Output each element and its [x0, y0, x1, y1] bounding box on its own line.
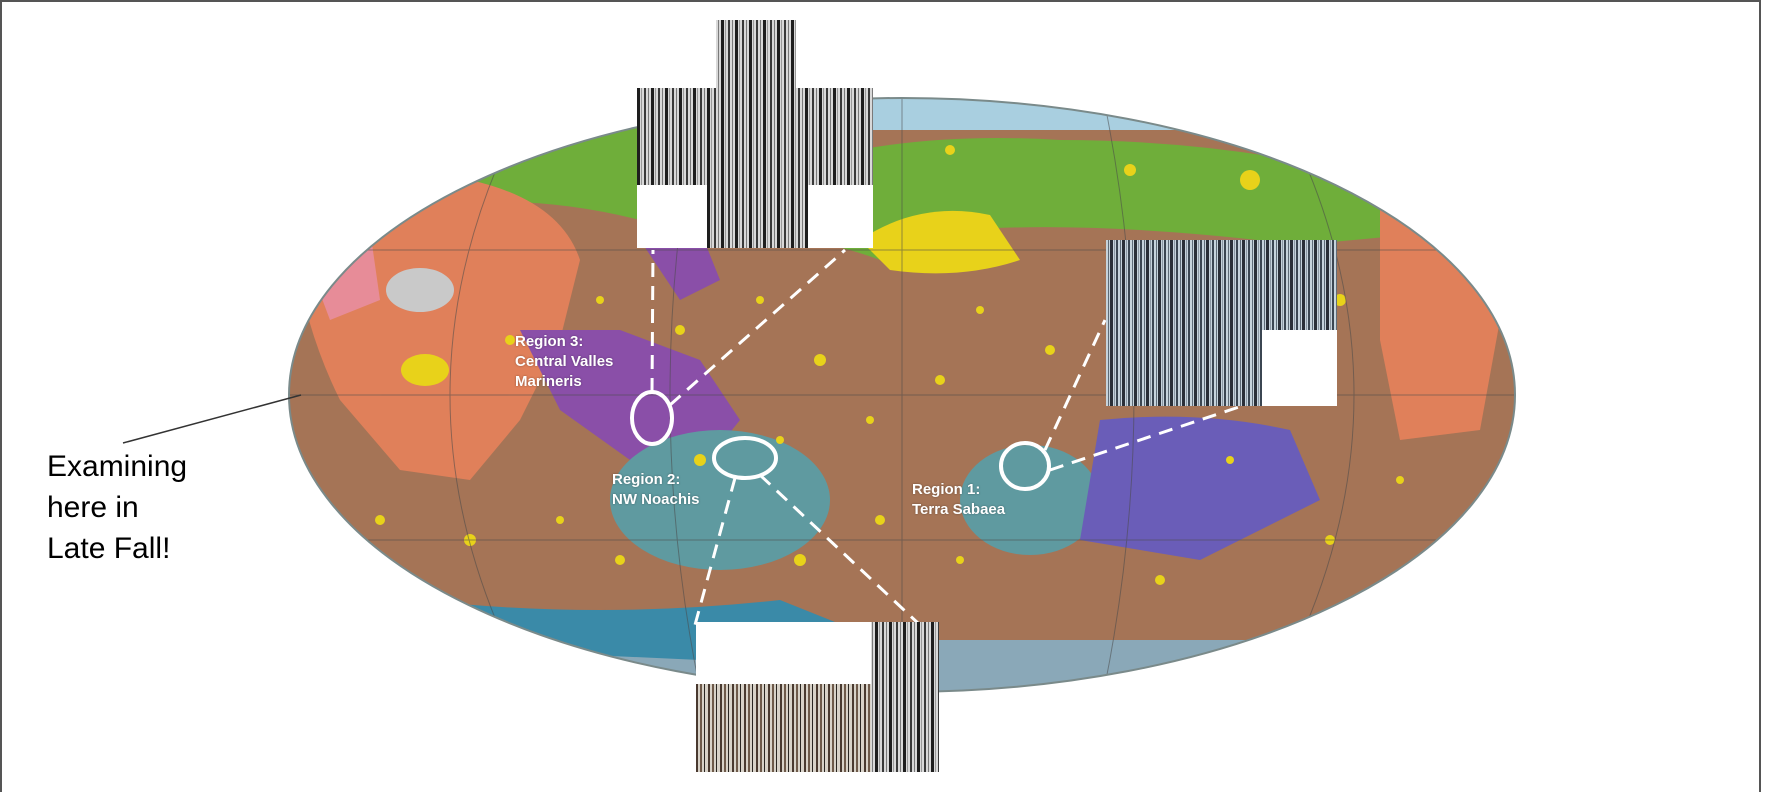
region-1-label: Region 1: Terra Sabaea [912, 480, 1005, 520]
inset-region-2 [696, 622, 939, 772]
annotation-line-1: Examining [47, 450, 188, 483]
north-polar-unit [289, 98, 1515, 130]
region-2-title: Region 2: [612, 471, 681, 488]
annotation-pointer-line [122, 394, 302, 444]
northern-plains-unit [350, 118, 1460, 260]
region-3-place-line2: Marineris [515, 373, 582, 390]
region-3-label: Region 3: Central Valles Marineris [515, 332, 613, 392]
annotation-line-3: Late Fall! [47, 532, 171, 565]
region-2-marker [712, 436, 778, 480]
leader-lines [650, 248, 1246, 627]
region-3-title: Region 3: [515, 333, 584, 350]
elysium-volcanic-unit [1380, 200, 1500, 440]
region-3-place-line1: Central Valles [515, 353, 614, 370]
inset-region-1 [1106, 240, 1337, 406]
region-2-label: Region 2: NW Noachis [612, 470, 700, 510]
region-1-title: Region 1: [912, 481, 981, 498]
crater-unit [860, 210, 1020, 274]
region-1-marker [999, 441, 1051, 491]
annotation-text: Examining here in Late Fall! [47, 446, 277, 569]
region-1-place: Terra Sabaea [912, 501, 1006, 518]
region-2-place: NW Noachis [612, 491, 700, 508]
hellas-basin-unit [960, 445, 1100, 555]
mars-globe [289, 98, 1515, 692]
hellas-rim-unit [1080, 416, 1320, 560]
annotation-line-2: here in [47, 491, 139, 524]
inset-region-3 [637, 20, 873, 248]
